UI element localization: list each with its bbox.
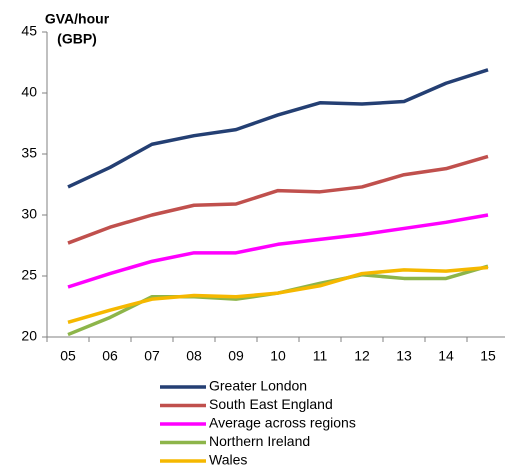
legend-label: Northern Ireland — [209, 433, 310, 449]
y-tick-label: 20 — [21, 328, 37, 344]
series-line — [67, 213, 489, 289]
x-tick-label: 13 — [396, 348, 412, 364]
legend-label: Wales — [209, 452, 247, 466]
x-tick-label: 08 — [186, 348, 202, 364]
legend-label: Greater London — [209, 378, 307, 394]
y-tick-label: 45 — [21, 23, 37, 39]
legend-label: Average across regions — [209, 415, 356, 431]
y-axis-title: GVA/hour — [45, 11, 110, 27]
x-tick-label: 11 — [313, 348, 328, 364]
x-tick-label: 06 — [102, 348, 118, 364]
x-tick-label: 12 — [354, 348, 370, 364]
x-tick-label: 07 — [144, 348, 160, 364]
series-line — [67, 264, 489, 337]
x-tick-label: 05 — [60, 348, 76, 364]
x-tick-label: 09 — [228, 348, 244, 364]
y-tick-label: 25 — [21, 267, 37, 283]
series-line — [67, 154, 489, 245]
legend-label: South East England — [209, 396, 333, 412]
y-axis-title: (GBP) — [57, 31, 97, 47]
y-tick-label: 35 — [21, 145, 37, 161]
y-tick-label: 40 — [21, 84, 37, 100]
y-tick-label: 30 — [21, 206, 37, 222]
series-line — [67, 265, 489, 325]
x-tick-label: 10 — [270, 348, 286, 364]
x-tick-label: 14 — [438, 348, 454, 364]
x-tick-label: 15 — [480, 348, 496, 364]
series-line — [67, 68, 489, 189]
